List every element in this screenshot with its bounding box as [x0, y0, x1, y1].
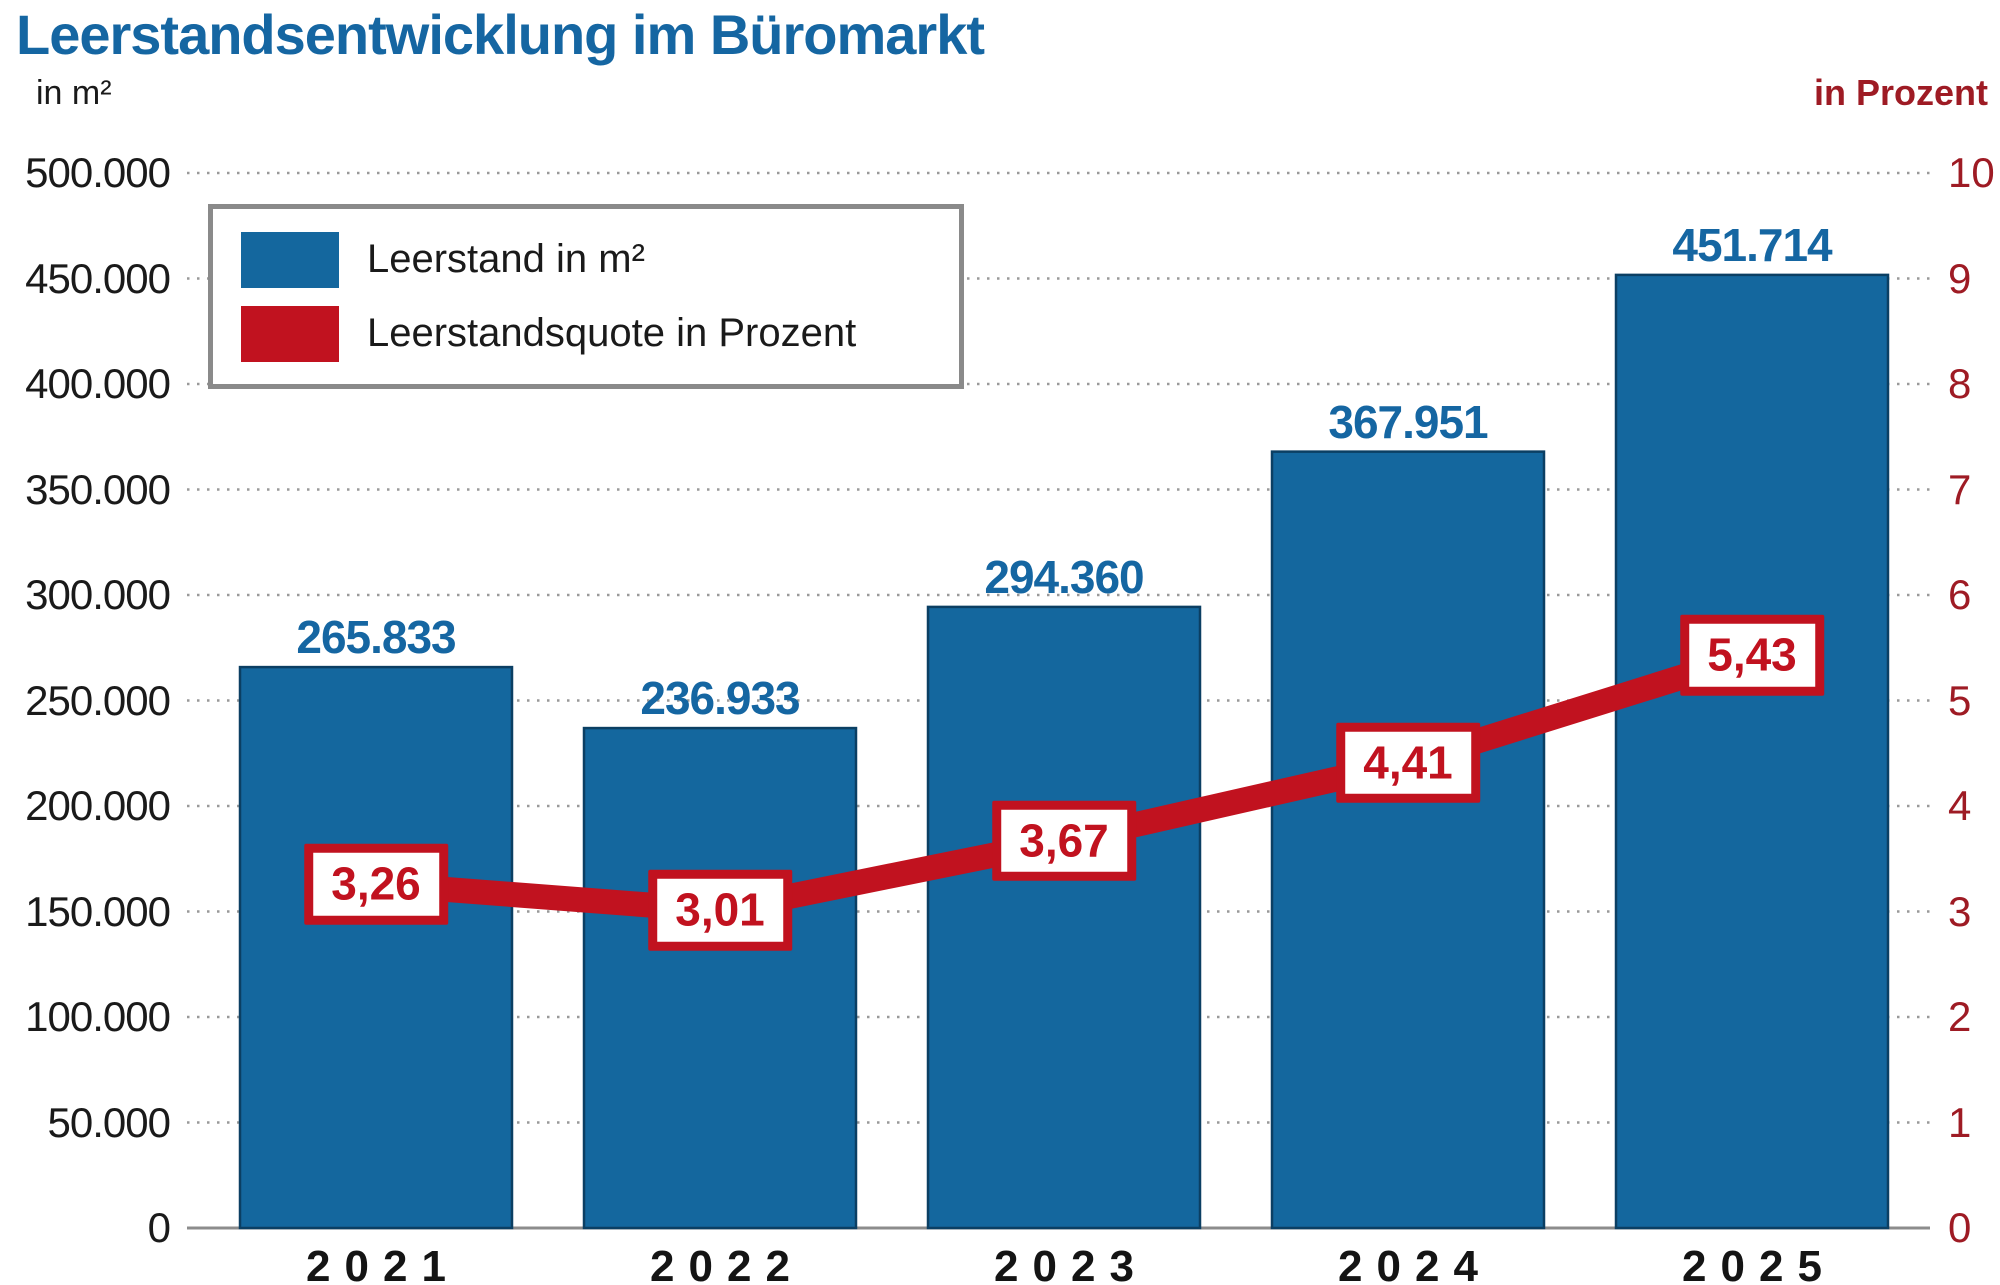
legend-item-leerstandsquote: Leerstandsquote in Prozent — [241, 305, 959, 362]
left-axis-unit-label: in m² — [36, 74, 112, 112]
legend-item-leerstand: Leerstand in m² — [241, 231, 959, 288]
bar-2023 — [926, 605, 1202, 1230]
legend-box: Leerstand in m² Leerstandsquote in Proze… — [208, 204, 964, 389]
bar-2024 — [1270, 450, 1546, 1230]
chart-title: Leerstandsentwicklung im Büromarkt — [16, 3, 985, 66]
legend-label: Leerstand in m² — [367, 237, 645, 281]
legend-label: Leerstandsquote in Prozent — [367, 311, 857, 355]
bar-2022 — [582, 726, 858, 1230]
legend-swatch-red — [241, 305, 339, 362]
bar-2021 — [238, 665, 514, 1230]
legend-swatch-blue — [241, 231, 339, 288]
bar-2025 — [1614, 273, 1890, 1230]
right-axis-unit-label: in Prozent — [1813, 72, 1988, 113]
